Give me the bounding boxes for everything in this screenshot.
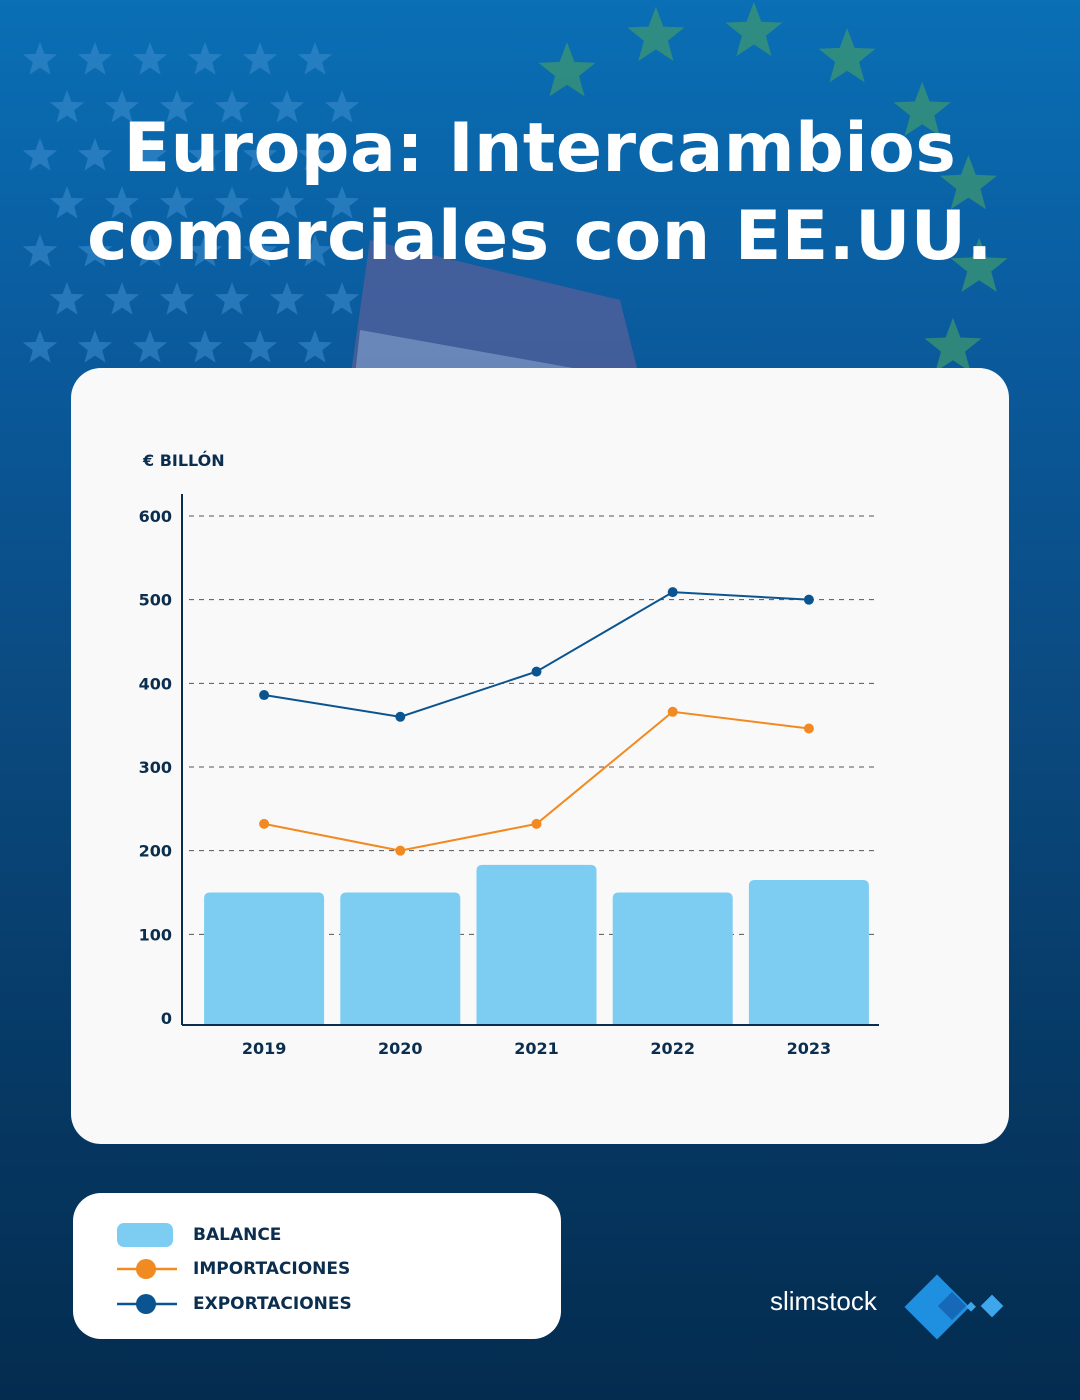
x-tick-label: 2019 — [242, 1039, 287, 1058]
star-icon — [159, 282, 195, 315]
point-exports-2020 — [395, 711, 406, 722]
point-exports-2019 — [259, 690, 270, 701]
star-icon — [324, 90, 360, 123]
star-icon — [159, 90, 195, 123]
star-icon — [324, 186, 360, 219]
star-icon — [187, 138, 223, 171]
star-icon — [242, 42, 278, 75]
star-icon — [49, 186, 85, 219]
y-tick-label: 200 — [139, 842, 172, 861]
star-icon — [132, 42, 168, 75]
chart: € BILLÓN 0 100 200 300 400 500 600 2019 2020 2021… — [139, 451, 879, 1058]
star-icon — [538, 42, 596, 97]
x-tick-label: 2021 — [514, 1039, 559, 1058]
point-imports-2021 — [531, 818, 542, 829]
star-icon — [297, 330, 333, 363]
star-icon — [269, 282, 305, 315]
star-icon — [725, 1, 783, 57]
star-icon — [49, 282, 85, 315]
legend-item-balance: BALANCE — [117, 1220, 281, 1250]
star-icon — [49, 90, 85, 123]
x-tick-label: 2023 — [787, 1039, 832, 1058]
star-icon — [214, 186, 250, 219]
star-icon — [22, 42, 58, 75]
star-icon — [297, 138, 333, 171]
star-icon — [187, 330, 223, 363]
exports-line-marker-icon — [117, 1294, 177, 1314]
star-icon — [187, 234, 223, 267]
star-icon — [132, 138, 168, 171]
balance-swatch — [117, 1223, 173, 1247]
bar-balance-2023 — [748, 879, 869, 1024]
bar-balance-2022 — [612, 892, 733, 1024]
star-icon — [22, 138, 58, 171]
star-icon — [77, 330, 113, 363]
legend: BALANCE IMPORTACIONES EXPORTACIONES — [73, 1193, 561, 1339]
y-tick-label: 0 — [161, 1009, 172, 1028]
star-icon — [132, 234, 168, 267]
y-axis-label: € BILLÓN — [142, 451, 225, 470]
diamond-squares-icon — [904, 1274, 1004, 1340]
star-icon — [214, 90, 250, 123]
legend-item-imports: IMPORTACIONES — [117, 1254, 350, 1284]
star-icon — [269, 90, 305, 123]
star-icon — [214, 282, 250, 315]
x-tick-label: 2020 — [378, 1039, 423, 1058]
star-icon — [22, 330, 58, 363]
star-icon — [77, 138, 113, 171]
star-icon — [924, 317, 982, 372]
star-icon — [77, 42, 113, 75]
line-imports — [263, 710, 810, 852]
y-tick-label: 400 — [139, 674, 172, 693]
bar-balance-2021 — [476, 864, 597, 1024]
page-title: Europa: Intercambios comerciales con EE.… — [87, 109, 993, 276]
star-icon — [297, 42, 333, 75]
star-icon — [269, 186, 305, 219]
star-icon — [104, 90, 140, 123]
star-icon — [77, 234, 113, 267]
star-icon — [950, 237, 1008, 292]
star-icon — [104, 186, 140, 219]
chart-card: € BILLÓN 0 100 200 300 400 500 600 2019 2020 2021… — [71, 368, 1009, 1144]
point-imports-2022 — [667, 706, 678, 717]
star-icon — [187, 42, 223, 75]
star-icon — [104, 282, 140, 315]
star-icon — [939, 155, 997, 210]
star-icon — [324, 282, 360, 315]
y-tick-label: 500 — [139, 591, 172, 610]
legend-item-exports: EXPORTACIONES — [117, 1289, 352, 1319]
bar-balance-2019 — [204, 892, 325, 1024]
star-icon — [818, 28, 876, 83]
star-icon — [297, 234, 333, 267]
point-exports-2022 — [667, 587, 678, 598]
point-imports-2020 — [395, 845, 406, 856]
line-exports — [263, 591, 809, 718]
star-icon — [242, 330, 278, 363]
star-icon — [132, 330, 168, 363]
slimstock-logo: slimstock — [770, 1272, 1020, 1342]
point-imports-2023 — [803, 723, 814, 734]
star-icon — [627, 6, 685, 62]
bar-balance-2020 — [340, 892, 461, 1024]
y-tick-label: 600 — [139, 507, 172, 526]
star-icon — [893, 81, 951, 136]
x-tick-label: 2022 — [650, 1039, 695, 1058]
point-exports-2021 — [531, 666, 542, 677]
y-tick-label: 100 — [139, 925, 172, 944]
point-exports-2023 — [803, 594, 814, 605]
imports-line-marker-icon — [117, 1259, 177, 1279]
star-icon — [159, 186, 195, 219]
star-icon — [242, 138, 278, 171]
star-icon — [242, 234, 278, 267]
star-icon — [22, 234, 58, 267]
point-imports-2019 — [259, 818, 270, 829]
y-tick-label: 300 — [139, 758, 172, 777]
